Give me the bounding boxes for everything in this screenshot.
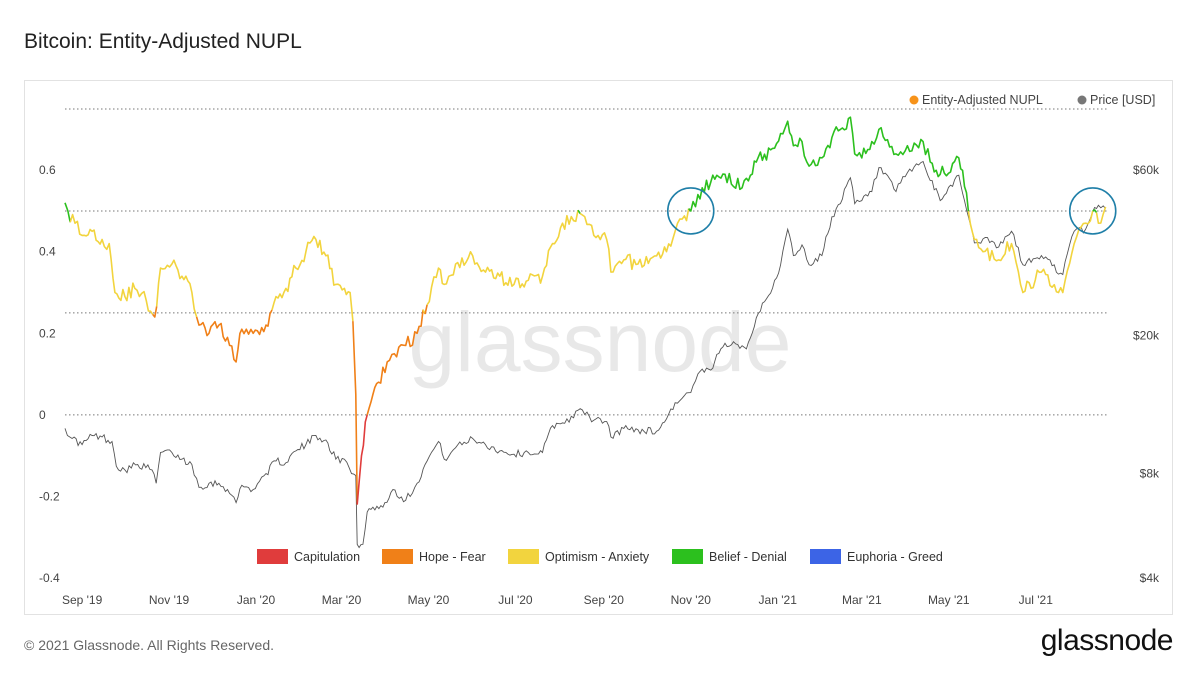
- copyright-text: © 2021 Glassnode. All Rights Reserved.: [24, 637, 275, 653]
- left-tick-label: 0: [39, 408, 46, 422]
- nupl-segment: [155, 259, 198, 318]
- x-tick-label: Jul '20: [498, 593, 533, 607]
- right-tick-label: $20k: [1133, 329, 1160, 343]
- zone-legend-swatch: [257, 549, 288, 564]
- zone-legend-swatch: [672, 549, 703, 564]
- highlight-circle: [1068, 187, 1117, 235]
- series-legend: Entity-Adjusted NUPL Price [USD]: [909, 93, 1155, 107]
- left-tick-label: 0.4: [39, 245, 56, 259]
- nupl-segment: [69, 213, 154, 315]
- x-tick-label: Jan '20: [237, 593, 276, 607]
- nupl-segment: [152, 306, 158, 318]
- zone-legend-label: Euphoria - Greed: [847, 550, 943, 564]
- x-tick-label: Sep '20: [584, 593, 625, 607]
- left-axis-ticks: 0.6 0.4 0.2 0 -0.2 -0.4: [39, 163, 60, 585]
- nupl-segment: [1095, 206, 1107, 224]
- nupl-segment: [195, 309, 273, 363]
- x-tick-label: Mar '20: [322, 593, 362, 607]
- nupl-segment: [1092, 209, 1098, 213]
- highlight-annotations: [666, 187, 1117, 235]
- zone-legend-swatch: [382, 549, 413, 564]
- nupl-series: [64, 116, 1107, 505]
- left-tick-label: -0.2: [39, 489, 60, 503]
- legend-price-label: Price [USD]: [1090, 93, 1155, 107]
- legend-nupl-dot: [909, 95, 919, 105]
- left-tick-label: 0.2: [39, 326, 56, 340]
- nupl-segment: [579, 208, 690, 273]
- x-tick-label: Jul '21: [1019, 593, 1054, 607]
- x-tick-label: Jan '21: [759, 593, 798, 607]
- nupl-segment: [366, 309, 424, 416]
- x-tick-label: Nov '20: [671, 593, 712, 607]
- nupl-segment: [426, 210, 579, 306]
- nupl-segment: [577, 209, 581, 215]
- right-tick-label: $4k: [1140, 571, 1160, 585]
- watermark-text: glassnode: [409, 295, 792, 389]
- x-tick-label: May '20: [408, 593, 450, 607]
- x-tick-label: Nov '19: [149, 593, 190, 607]
- x-axis-ticks: Sep '19 Nov '19 Jan '20 Mar '20 May '20 Jul '…: [62, 593, 1053, 607]
- zone-legend-swatch: [508, 549, 539, 564]
- zone-legend-swatch: [810, 549, 841, 564]
- zone-reference-lines: [65, 108, 1107, 416]
- right-tick-label: $8k: [1140, 467, 1160, 481]
- zone-legend-label: Belief - Denial: [709, 550, 787, 564]
- left-tick-label: 0.6: [39, 163, 56, 177]
- page-title: Bitcoin: Entity-Adjusted NUPL: [24, 30, 302, 53]
- chart-panel: glassnode 0.6 0.4 0.2 0 -0.2 -0.4 $60k $20k $8k…: [24, 80, 1173, 615]
- right-axis-ticks: $60k $20k $8k $4k: [1133, 163, 1160, 585]
- x-tick-label: May '21: [928, 593, 970, 607]
- zone-legend: Capitulation Hope - Fear Optimism - Anxiet…: [257, 549, 943, 564]
- price-series: [64, 160, 1106, 549]
- nupl-segment: [688, 116, 970, 212]
- price-line: [64, 160, 1106, 549]
- legend-nupl-label: Entity-Adjusted NUPL: [922, 93, 1043, 107]
- nupl-segment: [424, 304, 428, 315]
- zone-legend-label: Capitulation: [294, 550, 360, 564]
- zone-legend-label: Optimism - Anxiety: [545, 550, 650, 564]
- zone-legend-label: Hope - Fear: [419, 550, 486, 564]
- x-tick-label: Mar '21: [842, 593, 882, 607]
- x-tick-label: Sep '19: [62, 593, 103, 607]
- nupl-segment: [271, 235, 354, 322]
- glassnode-logo: glassnode: [1040, 624, 1174, 657]
- legend-price-dot: [1077, 95, 1087, 105]
- chart-svg: glassnode 0.6 0.4 0.2 0 -0.2 -0.4 $60k $20k $8k…: [39, 93, 1160, 607]
- nupl-segment: [352, 321, 358, 505]
- nupl-segment: [967, 210, 1094, 294]
- highlight-circle: [666, 187, 715, 235]
- left-tick-label: -0.4: [39, 571, 60, 585]
- nupl-segment: [64, 202, 71, 223]
- nupl-segment: [356, 414, 368, 505]
- right-tick-label: $60k: [1133, 163, 1160, 177]
